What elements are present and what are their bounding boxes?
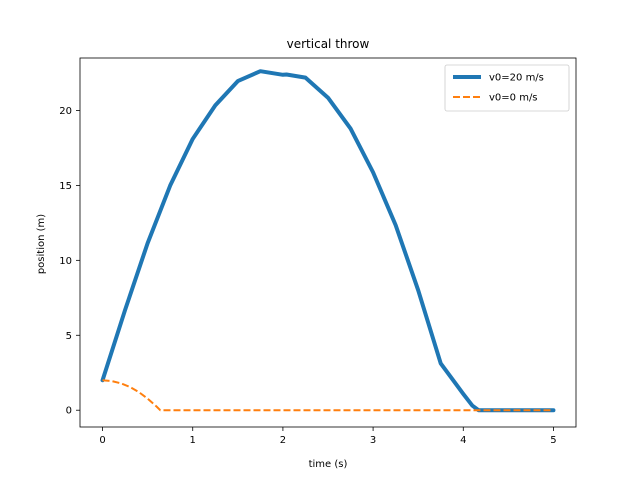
plot-area [79, 57, 577, 428]
x-axis: 0 1 2 3 4 5 [99, 427, 557, 446]
legend: v0=20 m/s v0=0 m/s [444, 64, 570, 112]
y-tick-label: 5 [66, 331, 72, 342]
y-tick-label: 0 [66, 406, 72, 417]
y-tick-label: 20 [59, 106, 72, 117]
series-line-2 [102, 379, 554, 412]
legend-label-1: v0=20 m/s [489, 73, 544, 84]
series-line-1 [100, 69, 556, 413]
x-axis-label: time (s) [309, 459, 348, 470]
x-tick-label: 1 [190, 435, 196, 446]
x-tick-label: 2 [280, 435, 286, 446]
x-tick-label: 3 [370, 435, 376, 446]
y-tick-label: 10 [59, 256, 72, 267]
y-axis: 0 5 10 15 20 [59, 106, 80, 417]
plot-frame [79, 57, 577, 428]
x-tick-label: 4 [460, 435, 466, 446]
legend-label-2: v0=0 m/s [489, 93, 538, 104]
x-tick-label: 0 [99, 435, 105, 446]
y-tick-label: 15 [59, 181, 72, 192]
x-tick-label: 5 [550, 435, 556, 446]
y-axis-label: position (m) [36, 214, 47, 274]
chart-title: vertical throw [287, 37, 370, 51]
